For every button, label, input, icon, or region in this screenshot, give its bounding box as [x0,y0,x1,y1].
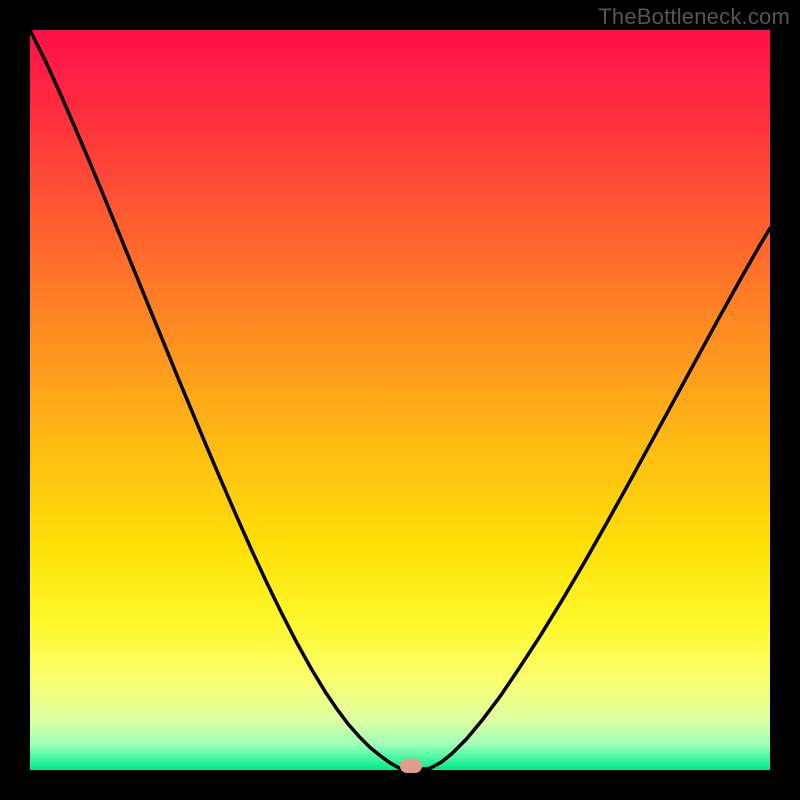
optimal-point-marker [400,759,422,773]
watermark-text: TheBottleneck.com [598,4,790,30]
bottleneck-curve [30,30,770,769]
plot-area [30,30,770,770]
curve-svg [30,30,770,770]
